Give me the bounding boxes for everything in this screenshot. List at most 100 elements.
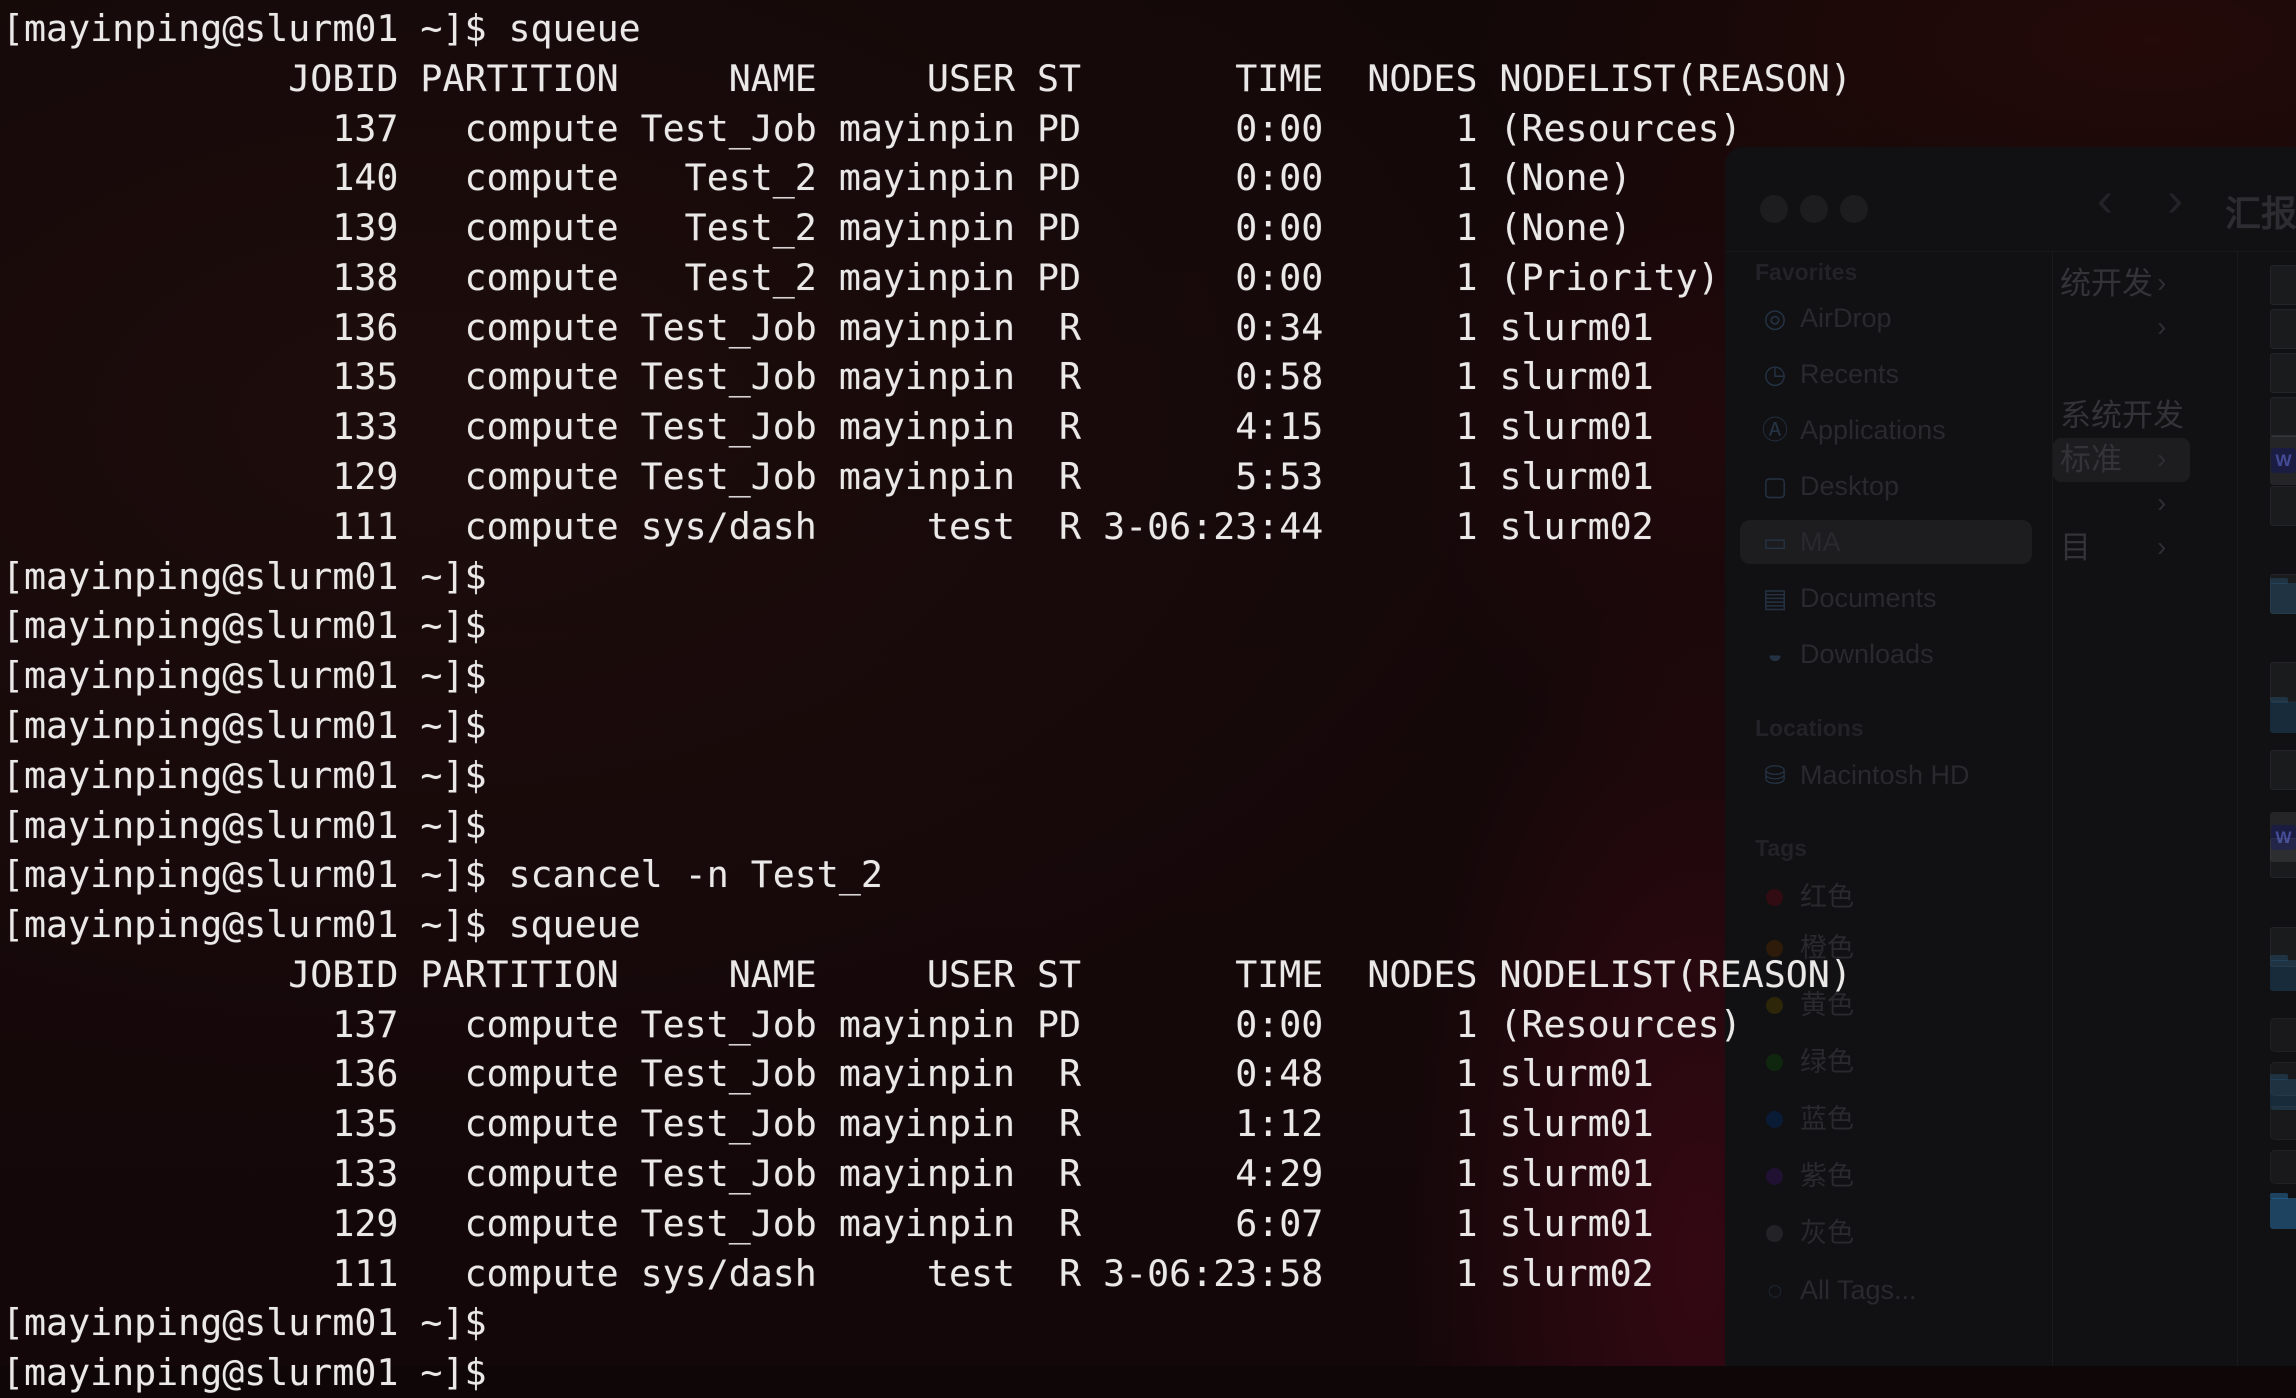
chevron-right-icon: › <box>2157 399 2167 430</box>
tag-orange-icon <box>1766 940 1783 957</box>
sidebar-item-macintosh-hd[interactable]: ⛁ Macintosh HD <box>1740 753 2032 797</box>
all-tags-icon: ◌ <box>1767 1275 1783 1305</box>
sidebar-item-label: Documents <box>1800 583 1937 613</box>
sidebar-item-黄色[interactable]: 黄色 <box>1740 983 2032 1027</box>
sidebar-item-ma[interactable]: ▭ MA <box>1740 520 2032 564</box>
document-icon[interactable] <box>2270 1105 2296 1140</box>
document-icon[interactable] <box>2270 397 2296 438</box>
folder-icon: ▭ <box>1762 527 1788 557</box>
zoom-button[interactable] <box>1840 195 1868 223</box>
chevron-right-icon: › <box>2157 267 2167 298</box>
chevron-right-icon: › <box>2157 487 2167 518</box>
sidebar-item-橙色[interactable]: 橙色 <box>1740 926 2032 970</box>
sidebar-item-label: Desktop <box>1800 471 1900 501</box>
column-item-label: 标准 <box>2060 442 2122 477</box>
sidebar-item-label: MA <box>1800 527 1841 557</box>
finder-window[interactable]: ‹ › 汇报 Favorites ◎ AirDrop ◷ Recents Ⓐ Applica… <box>1725 147 2296 1366</box>
word-document-icon[interactable]: W <box>2270 812 2296 862</box>
column-list-item-标准[interactable]: 标准 <box>2053 438 2190 482</box>
sidebar-item-label: AirDrop <box>1800 303 1892 333</box>
sidebar-item-documents[interactable]: ▤ Documents <box>1740 576 2032 620</box>
chevron-right-icon: › <box>2157 311 2167 342</box>
column-list-item-系统开发[interactable]: 系统开发 <box>2053 394 2237 438</box>
applications-icon: Ⓐ <box>1761 415 1788 445</box>
column-list-item[interactable] <box>2053 306 2237 350</box>
document-icon[interactable] <box>2270 353 2296 394</box>
sidebar-item-label: Recents <box>1800 359 1900 389</box>
airdrop-icon: ◎ <box>1763 303 1787 333</box>
tag-yellow-icon <box>1766 997 1783 1014</box>
document-icon[interactable] <box>2270 1017 2296 1052</box>
sidebar-item-label: Macintosh HD <box>1800 760 1970 790</box>
recents-icon: ◷ <box>1763 359 1787 389</box>
document-icon[interactable] <box>2270 485 2296 526</box>
sidebar-item-红色[interactable]: 红色 <box>1740 875 2032 919</box>
sidebar-item-label: Downloads <box>1800 639 1934 669</box>
document-icon[interactable] <box>2270 573 2296 614</box>
folder-icon[interactable] <box>2270 1073 2296 1110</box>
hard-drive-icon: ⛁ <box>1764 760 1786 790</box>
sidebar-item-label: 黄色 <box>1800 990 1854 1020</box>
sidebar-section-favorites: Favorites <box>1755 259 1858 285</box>
sidebar-item-label: 灰色 <box>1800 1218 1854 1248</box>
terminal-output[interactable]: [mayinping@slurm01 ~]$ squeue JOBID PART… <box>2 7 1852 1395</box>
sidebar-item-label: All Tags... <box>1800 1275 1917 1305</box>
column-list-item-统开发[interactable]: 统开发 <box>2053 262 2237 306</box>
sidebar-item-label: 绿色 <box>1800 1047 1854 1077</box>
document-icon[interactable] <box>2270 926 2296 967</box>
sidebar-item-label: 红色 <box>1800 882 1854 912</box>
column-divider <box>2237 252 2238 1366</box>
word-logo: W <box>2271 448 2296 474</box>
tag-gray-icon <box>1766 1225 1783 1242</box>
tag-green-icon <box>1766 1054 1783 1071</box>
sidebar-item-label: 紫色 <box>1800 1161 1854 1191</box>
sidebar-item-all-tags-[interactable]: ◌ All Tags... <box>1740 1268 2032 1312</box>
tag-blue-icon <box>1766 1111 1783 1128</box>
folder-icon[interactable] <box>2270 954 2296 991</box>
sidebar-item-label: Applications <box>1800 415 1946 445</box>
sidebar-item-desktop[interactable]: ▢ Desktop <box>1740 464 2032 508</box>
minimize-button[interactable] <box>1800 195 1828 223</box>
finder-window-title: 汇报 <box>2225 193 2296 234</box>
sidebar-item-applications[interactable]: Ⓐ Applications <box>1740 408 2032 452</box>
column-list-item-目[interactable]: 目 <box>2053 526 2237 570</box>
column-list-item[interactable] <box>2053 350 2237 394</box>
word-document-icon[interactable]: W <box>2270 435 2296 486</box>
folder-icon[interactable] <box>2270 578 2296 615</box>
downloads-icon: ◒ <box>1767 639 1783 669</box>
column-list-item[interactable] <box>2053 482 2237 526</box>
sidebar-item-label: 橙色 <box>1800 933 1854 963</box>
sidebar-divider <box>2052 252 2053 1366</box>
documents-icon: ▤ <box>1762 583 1788 613</box>
document-icon[interactable] <box>2270 750 2296 791</box>
finder-file-icons: WWWWWW <box>1725 147 2296 1230</box>
folder-icon[interactable] <box>2270 697 2296 734</box>
sidebar-section-tags: Tags <box>1755 835 1807 861</box>
sidebar-item-label: 蓝色 <box>1800 1104 1854 1134</box>
document-icon[interactable] <box>2270 1150 2296 1184</box>
document-icon[interactable] <box>2270 1061 2296 1096</box>
word-logo: W <box>2271 825 2296 850</box>
document-icon[interactable] <box>2270 309 2296 350</box>
back-icon[interactable]: ‹ <box>2097 174 2113 227</box>
close-button[interactable] <box>1760 195 1788 223</box>
document-icon[interactable] <box>2270 265 2296 305</box>
desktop-icon: ▢ <box>1762 471 1788 501</box>
document-icon[interactable] <box>2270 661 2296 702</box>
forward-icon[interactable]: › <box>2167 174 2183 227</box>
sidebar-item-airdrop[interactable]: ◎ AirDrop <box>1740 296 2032 340</box>
sidebar-item-蓝色[interactable]: 蓝色 <box>1740 1097 2032 1141</box>
sidebar-item-downloads[interactable]: ◒ Downloads <box>1740 632 2032 676</box>
column-item-label: 系统开发 <box>2060 398 2184 433</box>
folder-icon[interactable] <box>2270 1193 2296 1230</box>
sidebar-item-绿色[interactable]: 绿色 <box>1740 1040 2032 1084</box>
sidebar-section-locations: Locations <box>1755 715 1864 741</box>
document-icon[interactable] <box>2270 838 2296 879</box>
tag-purple-icon <box>1766 1168 1783 1185</box>
sidebar-item-紫色[interactable]: 紫色 <box>1740 1154 2032 1198</box>
chevron-right-icon: › <box>2157 531 2167 562</box>
sidebar-item-灰色[interactable]: 灰色 <box>1740 1211 2032 1255</box>
column-item-label: 统开发 <box>2060 266 2153 301</box>
sidebar-item-recents[interactable]: ◷ Recents <box>1740 352 2032 396</box>
tag-red-icon <box>1766 889 1783 906</box>
